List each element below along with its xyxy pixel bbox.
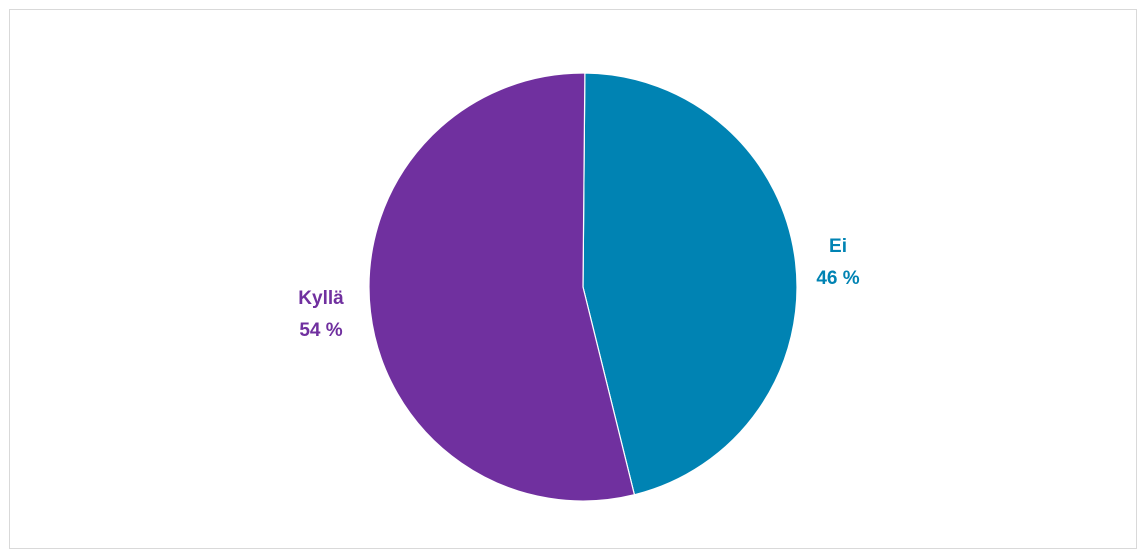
pie-slice-ei xyxy=(582,72,798,496)
pie-slice-kyll- xyxy=(368,72,636,502)
slice-value-label: 46 % xyxy=(816,268,859,289)
slice-value-label: 54 % xyxy=(299,320,342,341)
slice-category-label: Kyllä xyxy=(298,288,344,309)
slice-category-label: Ei xyxy=(829,236,847,257)
